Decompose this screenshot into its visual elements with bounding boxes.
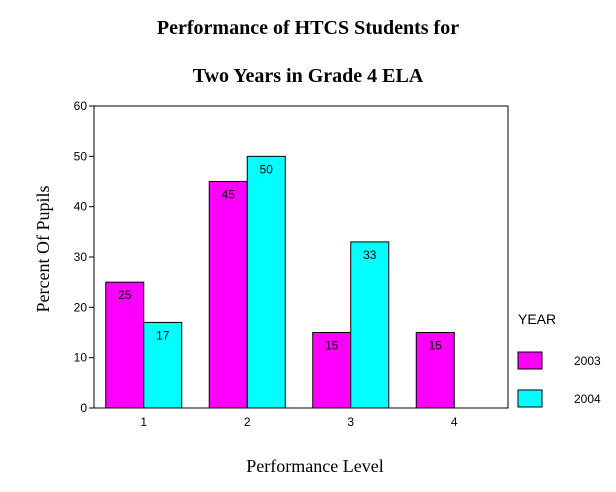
bar-2004-level-2 (246, 155, 286, 409)
y-axis: 0 10 20 30 40 50 60 (74, 99, 94, 415)
x-tick-label: 2 (244, 415, 251, 429)
bar-value-label: 25 (118, 288, 132, 302)
bar-value-label: 45 (222, 188, 236, 202)
y-tick-label: 10 (74, 351, 88, 365)
chart-title-line-1: Performance of HTCS Students for (156, 17, 460, 39)
legend-label-2003: 2003 (574, 354, 601, 368)
legend-swatch-2003 (517, 351, 543, 370)
bar-2003-level-2 (208, 181, 248, 409)
y-tick-label: 30 (74, 250, 88, 264)
legend-swatch-2004 (517, 389, 543, 408)
legend-title: YEAR (518, 311, 556, 327)
bar-2004-level-1 (143, 321, 183, 409)
bar-2003-level-3 (312, 332, 352, 409)
bar-2003-level-1 (105, 281, 145, 409)
legend: YEAR 2003 2004 (517, 311, 601, 408)
legend-label-2004: 2004 (574, 392, 601, 406)
data-labels: 25 17 45 50 15 33 15 (118, 162, 442, 352)
bar-value-label: 17 (156, 328, 170, 342)
bars (105, 155, 455, 409)
bar-value-label: 15 (325, 339, 339, 353)
y-axis-title: Percent Of Pupils (33, 186, 53, 313)
y-tick-label: 50 (74, 149, 88, 163)
x-tick-label: 4 (451, 415, 458, 429)
chart-title-line-2: Two Years in Grade 4 ELA (192, 65, 424, 87)
y-tick-label: 0 (80, 401, 87, 415)
x-tick-label: 3 (347, 415, 354, 429)
x-axis-title: Performance Level (246, 456, 383, 476)
bar-value-label: 50 (260, 162, 274, 176)
bar-value-label: 15 (429, 339, 443, 353)
y-tick-label: 60 (74, 99, 88, 113)
bar-2003-level-4 (415, 332, 455, 409)
y-tick-label: 20 (74, 300, 88, 314)
x-tick-label: 1 (140, 415, 147, 429)
x-axis: 1 2 3 4 (140, 415, 458, 429)
bar-2004-level-3 (350, 241, 390, 409)
bar-value-label: 33 (363, 248, 377, 262)
y-tick-label: 40 (74, 200, 88, 214)
